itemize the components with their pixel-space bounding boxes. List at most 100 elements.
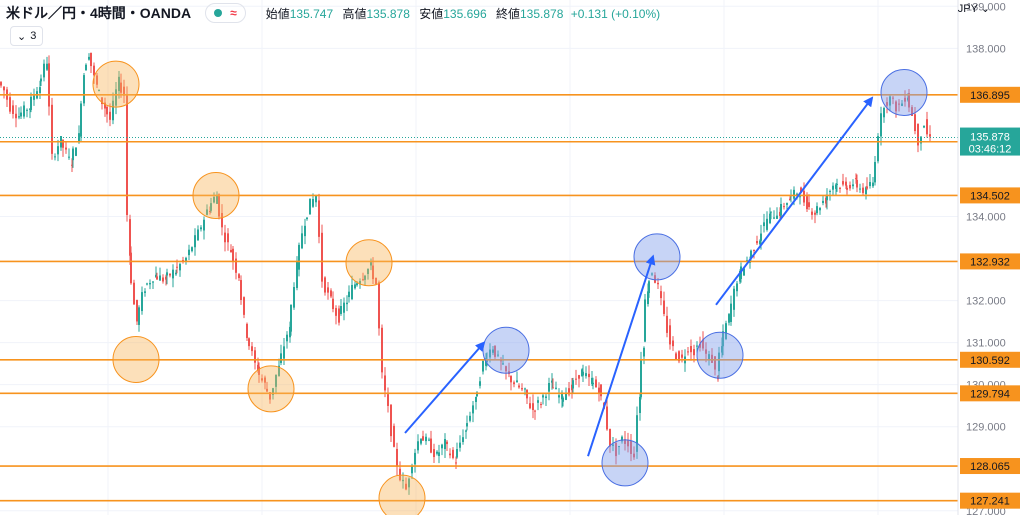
candle	[240, 275, 242, 305]
candle-body	[372, 265, 374, 280]
candle	[615, 438, 617, 465]
candle	[618, 445, 620, 455]
candle-body	[822, 200, 824, 204]
candle-body	[275, 374, 277, 387]
candle	[845, 177, 847, 189]
candle	[309, 198, 311, 215]
candle	[354, 280, 356, 290]
candle	[690, 339, 692, 361]
candle-body	[708, 354, 710, 360]
candle-body	[800, 187, 802, 193]
candle	[521, 383, 523, 392]
candle-body	[786, 203, 788, 205]
candle	[895, 100, 897, 118]
candle-body	[640, 360, 642, 398]
candle-body	[194, 235, 196, 248]
candle-body	[842, 181, 844, 185]
candle-body	[639, 396, 641, 414]
candle	[340, 298, 342, 316]
candle	[80, 100, 82, 142]
candle-body	[98, 90, 100, 92]
candle	[783, 202, 785, 210]
indicators-toggle-button[interactable]: ⌄ 3	[10, 26, 44, 46]
candle-body	[235, 258, 237, 273]
candle-body	[746, 260, 748, 262]
candle-body	[898, 103, 900, 105]
candle	[194, 228, 196, 256]
candle-body	[475, 396, 477, 402]
candle	[872, 177, 874, 189]
candle	[280, 344, 282, 366]
candle-body	[862, 187, 864, 193]
candle-body	[568, 388, 570, 395]
candle	[444, 433, 446, 458]
axis-tick-label: 132.000	[966, 296, 1006, 308]
market-status-pill[interactable]: ≈	[205, 3, 246, 23]
candle-body	[780, 203, 782, 216]
candle	[221, 204, 223, 236]
candle	[529, 396, 531, 410]
candle-body	[327, 287, 329, 293]
chevron-down-icon: ⌄	[17, 30, 27, 43]
blue-highlight-circle	[880, 68, 928, 116]
symbol-title[interactable]: 米ドル／円・4時間・OANDA	[6, 5, 192, 21]
candle	[71, 158, 73, 172]
candle-body	[455, 462, 457, 464]
candle	[75, 147, 77, 157]
candle	[203, 216, 205, 240]
candle-body	[558, 395, 560, 398]
level-price-label: 130.592	[970, 355, 1010, 367]
candle-body	[246, 323, 248, 338]
candle	[51, 97, 53, 160]
blue-highlight-circle	[696, 331, 744, 379]
candle-body	[627, 440, 629, 447]
candle-body	[750, 250, 752, 258]
candle-body	[872, 182, 874, 187]
candle	[859, 183, 861, 193]
axis-tick-label: 134.000	[966, 212, 1006, 224]
candle-body	[324, 277, 326, 293]
candle-body	[756, 241, 758, 244]
candle	[275, 374, 277, 395]
candle	[152, 281, 154, 290]
candle-body	[722, 331, 724, 347]
candle	[318, 193, 320, 244]
candle	[773, 210, 775, 220]
candle	[172, 264, 174, 288]
candle-body	[449, 453, 451, 456]
candle-body	[575, 378, 577, 380]
candle	[120, 73, 122, 98]
candle-body	[430, 438, 432, 453]
bar-countdown-label: 03:46:12	[969, 144, 1012, 156]
candle	[396, 442, 398, 476]
candle-body	[459, 442, 461, 448]
candle	[612, 437, 614, 452]
candle-body	[494, 345, 496, 357]
candle-body	[240, 280, 242, 300]
candle	[462, 429, 464, 445]
candle-body	[30, 96, 32, 110]
candle-body	[803, 190, 805, 203]
candle-body	[624, 439, 626, 444]
candle-body	[816, 206, 818, 214]
close-value: 135.878	[519, 6, 564, 21]
close-label: 終値	[495, 6, 520, 21]
candle	[235, 252, 237, 280]
candle	[555, 381, 557, 390]
candle-body	[486, 359, 488, 362]
candle-body	[293, 287, 295, 308]
candle	[101, 97, 103, 110]
currency-selector[interactable]: JPY ⌄	[958, 2, 990, 15]
candle-body	[489, 349, 491, 358]
candle	[743, 268, 745, 276]
candle	[9, 92, 11, 114]
candle	[526, 389, 528, 404]
candle	[381, 324, 383, 379]
candle-body	[497, 354, 499, 356]
candle-body	[465, 430, 467, 432]
level-price-badge	[960, 187, 1020, 204]
candle-body	[57, 146, 59, 155]
candle	[162, 274, 164, 284]
candle	[428, 437, 430, 442]
